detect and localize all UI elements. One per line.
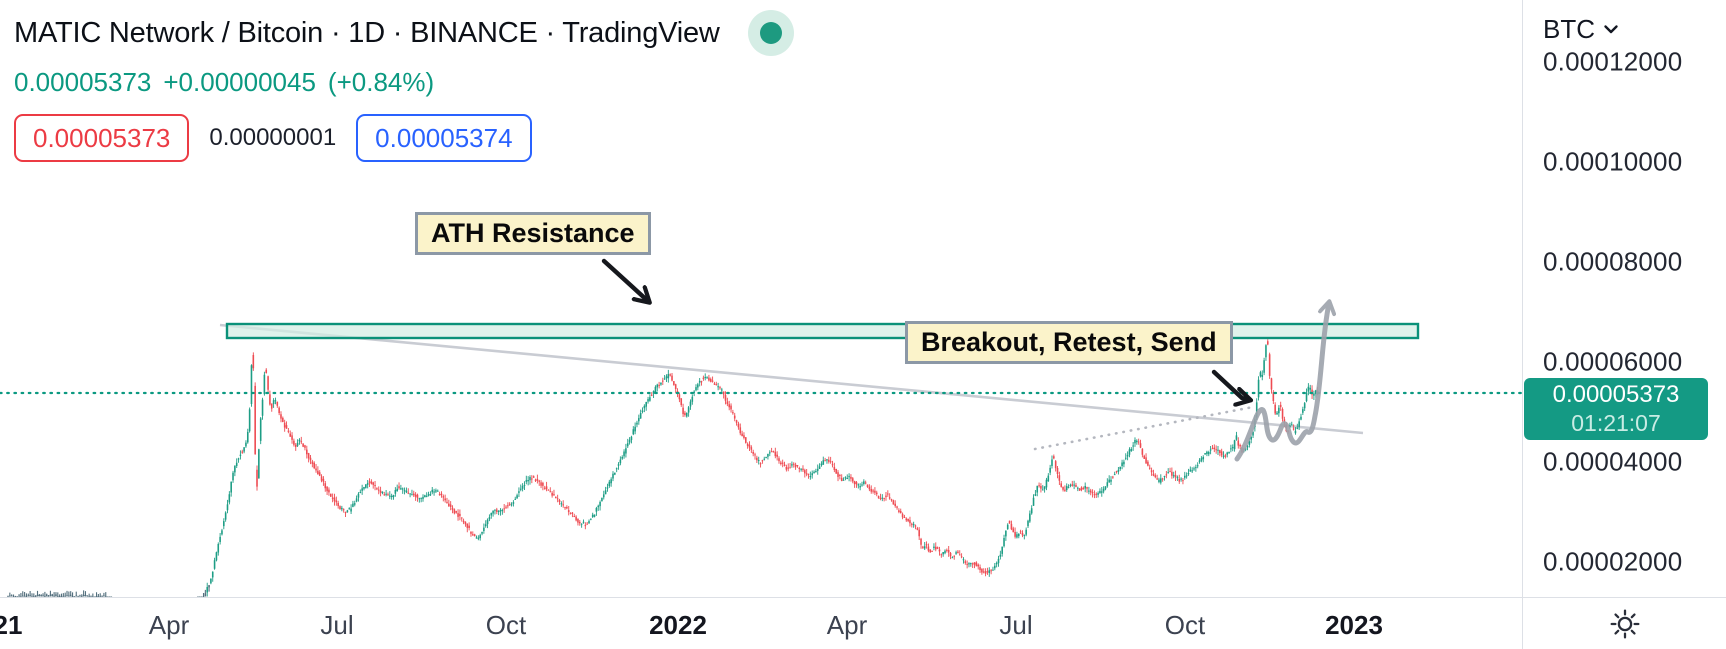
time-axis-label: 2022: [649, 610, 707, 640]
projected-path-arrow[interactable]: [1234, 303, 1329, 462]
price-tick-label: 0.00002000: [1543, 546, 1683, 577]
axis-separator-vertical: [1522, 0, 1523, 649]
annotation-arrow-ath[interactable]: [601, 258, 649, 302]
last-price-row: 0.00005373 +0.00000045 (+0.84%): [14, 67, 794, 98]
annotation-breakout-retest-send-label[interactable]: Breakout, Retest, Send: [905, 321, 1233, 364]
axis-corner: [1523, 598, 1726, 649]
time-axis-label: Apr: [148, 610, 190, 640]
price-tick-label: 0.00010000: [1543, 146, 1683, 177]
status-dot-core: [759, 22, 782, 44]
time-axis-label: Jul: [999, 610, 1033, 640]
price-change: +0.00000045: [163, 67, 316, 97]
ath-resistance-band[interactable]: [225, 322, 1420, 340]
chart-canvas[interactable]: MATIC Network / Bitcoin · 1D · BINANCE ·…: [0, 0, 1522, 597]
time-axis-label: Oct: [1164, 610, 1206, 640]
ask-price-button[interactable]: 0.00005374: [356, 114, 532, 162]
spread-value: 0.00000001: [209, 124, 337, 151]
currency-selector[interactable]: BTC: [1543, 14, 1619, 45]
price-axis[interactable]: BTC 0.00012000 0.00010000 0.00008000 0.0000…: [1523, 0, 1726, 597]
price-tick-label: 0.00004000: [1543, 446, 1683, 477]
currency-label: BTC: [1543, 14, 1595, 44]
axis-separator-horizontal: [0, 597, 1726, 598]
price-change-percent: (+0.84%): [327, 67, 435, 97]
bid-ask-row: 0.00005373 0.00000001 0.00005374: [14, 114, 794, 162]
symbol-title[interactable]: MATIC Network / Bitcoin · 1D · BINANCE ·…: [14, 16, 720, 49]
bar-countdown-timer: 01:21:07: [1571, 410, 1661, 436]
chart-legend: MATIC Network / Bitcoin · 1D · BINANCE ·…: [14, 10, 794, 162]
settings-gear-button[interactable]: [1607, 606, 1643, 642]
last-price: 0.00005373: [14, 67, 152, 97]
current-price-value: 0.00005373: [1552, 381, 1680, 408]
time-axis-label: Oct: [485, 610, 527, 640]
chevron-down-icon: [1604, 25, 1618, 34]
time-axis-label: 21: [0, 610, 23, 640]
price-tick-label: 0.00012000: [1543, 46, 1683, 77]
annotation-arrow-breakout[interactable]: [1211, 369, 1250, 400]
bid-price-button[interactable]: 0.00005373: [14, 114, 190, 162]
price-tick-label: 0.00006000: [1543, 346, 1683, 377]
time-axis-label: Apr: [826, 610, 868, 640]
time-axis-label: 2023: [1325, 610, 1383, 640]
dotted-support-trendline[interactable]: [1033, 405, 1255, 451]
price-tick-label: 0.00008000: [1543, 246, 1683, 277]
gear-icon: [1610, 609, 1639, 638]
time-axis-label: Jul: [320, 610, 354, 640]
annotation-ath-resistance-label[interactable]: ATH Resistance: [415, 212, 651, 255]
current-price-badge: 0.00005373 01:21:07: [1524, 378, 1708, 440]
market-status-dot[interactable]: [747, 10, 794, 56]
time-axis[interactable]: 21 Apr Jul Oct 2022 Apr Jul Oct 2023: [0, 598, 1522, 649]
candlestick-series: [7, 339, 1319, 597]
